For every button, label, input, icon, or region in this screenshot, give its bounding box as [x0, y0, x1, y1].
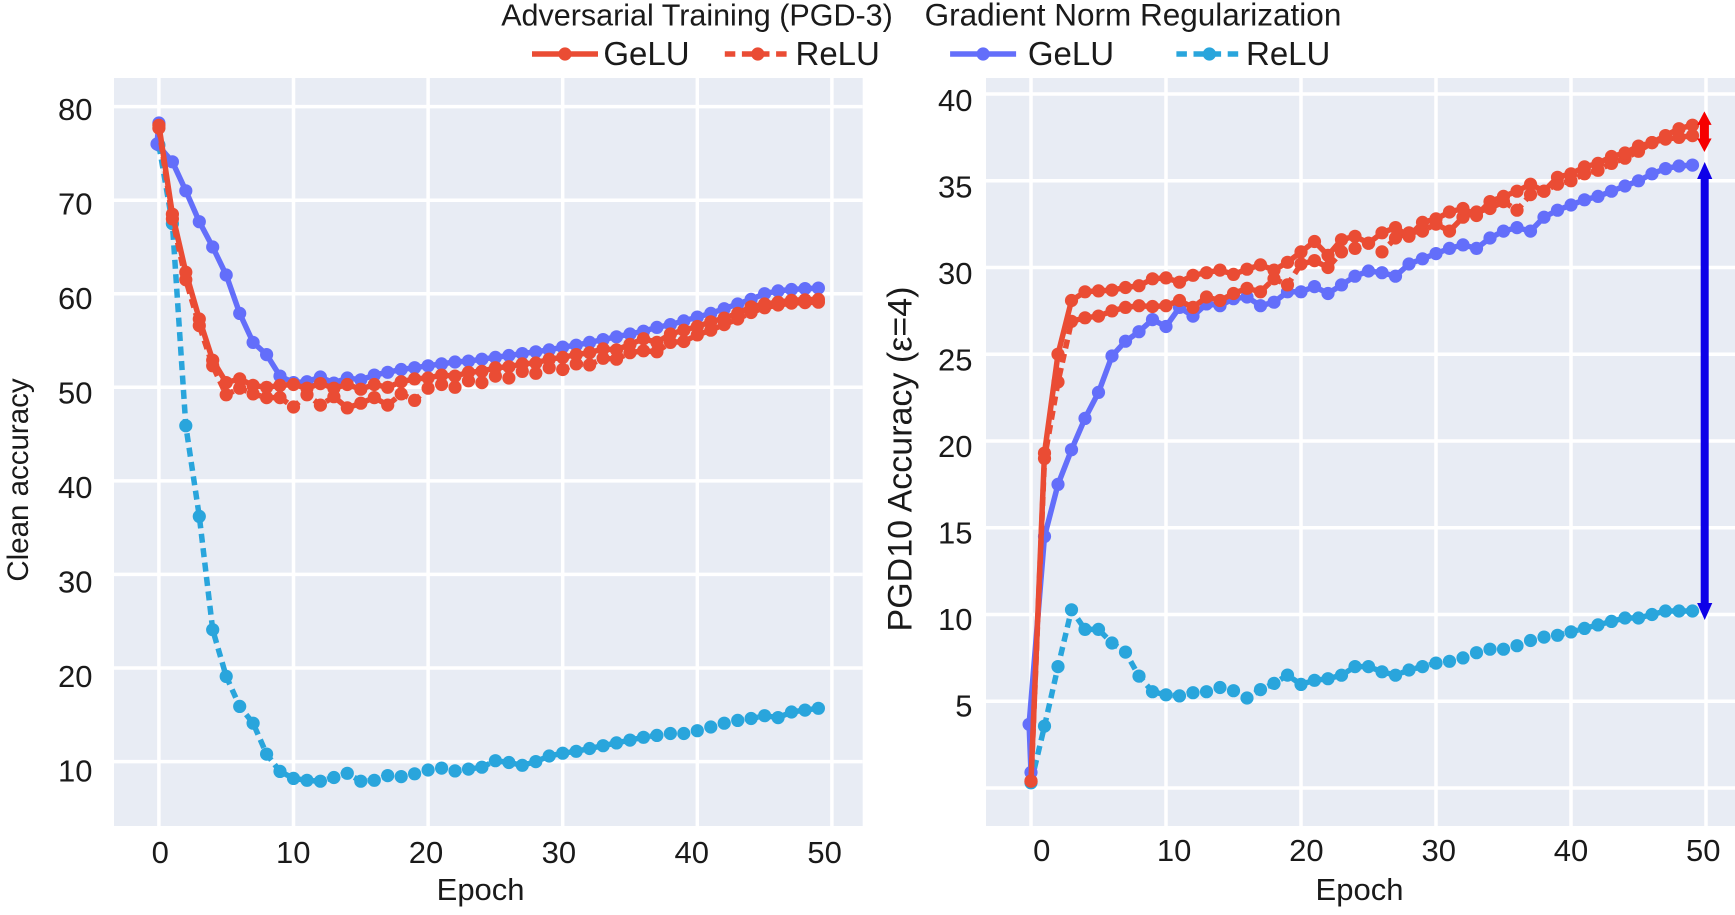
svg-text:ReLU: ReLU [796, 35, 880, 72]
svg-text:50: 50 [1686, 833, 1720, 868]
svg-text:GeLU: GeLU [603, 35, 689, 72]
svg-text:30: 30 [938, 256, 972, 291]
svg-text:ReLU: ReLU [1246, 35, 1330, 72]
svg-text:20: 20 [1289, 833, 1323, 868]
svg-text:40: 40 [58, 470, 92, 505]
svg-text:20: 20 [58, 659, 92, 694]
svg-text:40: 40 [1554, 833, 1588, 868]
svg-text:30: 30 [58, 564, 92, 599]
svg-text:30: 30 [1421, 833, 1455, 868]
svg-text:70: 70 [58, 187, 92, 222]
svg-text:Gradient Norm Regularization: Gradient Norm Regularization [925, 0, 1342, 33]
svg-text:Clean accuracy: Clean accuracy [2, 378, 35, 582]
svg-text:5: 5 [955, 689, 972, 724]
svg-text:PGD10 Accuracy (ε=4): PGD10 Accuracy (ε=4) [882, 287, 920, 632]
svg-text:40: 40 [674, 835, 708, 870]
svg-text:10: 10 [938, 602, 972, 637]
svg-text:10: 10 [276, 835, 310, 870]
svg-text:20: 20 [938, 429, 972, 464]
svg-text:0: 0 [1033, 833, 1050, 868]
svg-text:40: 40 [938, 83, 972, 118]
svg-text:15: 15 [938, 516, 972, 551]
svg-text:Epoch: Epoch [1316, 872, 1404, 907]
svg-text:25: 25 [938, 343, 972, 378]
svg-text:50: 50 [807, 835, 841, 870]
svg-text:60: 60 [58, 281, 92, 316]
svg-text:0: 0 [152, 835, 169, 870]
svg-text:Epoch: Epoch [437, 872, 525, 907]
svg-text:10: 10 [58, 753, 92, 788]
svg-text:80: 80 [58, 92, 92, 127]
svg-text:GeLU: GeLU [1028, 35, 1114, 72]
svg-text:30: 30 [542, 835, 576, 870]
svg-text:20: 20 [409, 835, 443, 870]
svg-text:Adversarial Training (PGD-3): Adversarial Training (PGD-3) [501, 0, 893, 33]
svg-text:10: 10 [1157, 833, 1191, 868]
svg-text:35: 35 [938, 170, 972, 205]
svg-text:50: 50 [58, 375, 92, 410]
